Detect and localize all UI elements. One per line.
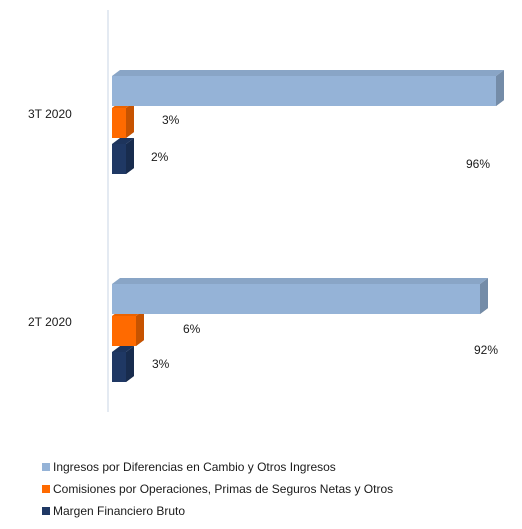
bars-layer: 3T 2020 2% 3% 96% 2T 2020 3% 6% 92% (28, 70, 504, 382)
bar-side (126, 102, 134, 138)
bar-side (496, 70, 504, 106)
bar-side (480, 278, 488, 314)
legend-label: Margen Financiero Bruto (53, 504, 186, 518)
legend-label: Ingresos por Diferencias en Cambio y Otr… (53, 460, 336, 474)
category-label: 3T 2020 (28, 107, 72, 121)
legend-item[interactable]: Ingresos por Diferencias en Cambio y Otr… (42, 456, 393, 478)
legend-item[interactable]: Margen Financiero Bruto (42, 500, 393, 522)
bar-top (112, 346, 134, 352)
bar-side (136, 310, 144, 346)
category-label: 2T 2020 (28, 315, 72, 329)
data-label: 3% (162, 113, 180, 127)
legend: Ingresos por Diferencias en Cambio y Otr… (42, 456, 393, 522)
legend-swatch (42, 463, 50, 471)
bar[interactable] (112, 316, 136, 346)
bar[interactable] (112, 352, 126, 382)
bar-top (112, 278, 488, 284)
bar-side (126, 346, 134, 382)
bar[interactable] (112, 284, 480, 314)
bar[interactable] (112, 144, 126, 174)
data-label: 92% (474, 343, 498, 357)
bar-side (126, 138, 134, 174)
legend-label: Comisiones por Operaciones, Primas de Se… (53, 482, 394, 496)
data-label: 3% (152, 357, 170, 371)
bar-top (112, 70, 504, 76)
data-label: 2% (151, 150, 169, 164)
legend-swatch (42, 507, 50, 515)
chart: 3T 2020 2% 3% 96% 2T 2020 3% 6% 92% (28, 10, 504, 412)
data-label: 6% (183, 322, 201, 336)
legend-item[interactable]: Comisiones por Operaciones, Primas de Se… (42, 478, 393, 500)
bar-top (112, 138, 134, 144)
data-label: 96% (466, 157, 490, 171)
bar[interactable] (112, 76, 496, 106)
legend-swatch (42, 485, 50, 493)
bar[interactable] (112, 108, 126, 138)
